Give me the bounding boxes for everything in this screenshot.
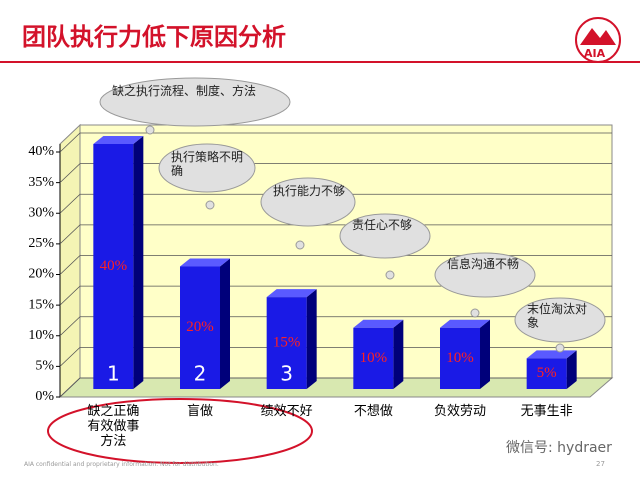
callout-text: 执行策略不明确: [171, 150, 244, 178]
bar: [180, 266, 220, 389]
y-tick-label: 30%: [28, 205, 54, 220]
bar-side: [306, 289, 317, 389]
grid-line: [59, 377, 612, 398]
x-tick-label: 缺之正确有效做事方法: [87, 404, 140, 449]
bar-side: [133, 136, 144, 389]
bar-top: [93, 136, 144, 144]
grid-line: [59, 285, 612, 306]
bar-side: [393, 319, 404, 389]
bar: [353, 327, 394, 389]
grid-line: [59, 346, 612, 367]
callout-cloud: [260, 177, 356, 227]
x-tick-label: 负效劳动: [433, 404, 486, 419]
value-label: 5%: [537, 365, 557, 381]
bar-top: [266, 289, 317, 298]
bar-top: [440, 319, 490, 328]
bar-side: [566, 350, 577, 389]
value-label: 20%: [186, 319, 214, 335]
grid-line: [59, 255, 612, 275]
bar-top: [180, 258, 230, 267]
bar-side: [480, 319, 490, 389]
highlight-circle: [47, 398, 313, 464]
value-label: 40%: [100, 258, 128, 274]
y-tick-label: 15%: [28, 297, 54, 312]
x-tick-label: 不想做: [353, 404, 393, 419]
side-wall: [59, 123, 81, 399]
bar-number: 2: [194, 362, 207, 386]
callout-bubble: [295, 240, 305, 250]
callout-text: 信息沟通不畅: [447, 257, 520, 271]
callout-bubble: [145, 125, 155, 135]
grid-line: [59, 193, 612, 214]
y-tick-label: 35%: [28, 175, 54, 190]
bar: [93, 144, 134, 389]
callout-cloud: [339, 213, 431, 259]
callout-cloud: [99, 77, 291, 127]
callout-bubble: [205, 200, 215, 210]
bar: [266, 297, 307, 389]
callout-text: 责任心不够: [352, 218, 413, 232]
callout-text: 末位淘汰对象: [527, 302, 588, 330]
logo-mark: [580, 28, 616, 45]
value-label: 10%: [446, 350, 474, 366]
callout-text: 缺之执行流程、制度、方法: [112, 84, 257, 98]
value-label: 10%: [360, 350, 388, 366]
bar-top: [353, 319, 404, 328]
grid-line: [59, 132, 612, 153]
x-tick-label: 绩效不好: [260, 404, 313, 419]
bar-top: [526, 350, 577, 359]
x-tick-label: 盲做: [186, 404, 213, 419]
y-tick-label: 20%: [28, 267, 54, 282]
chart-title: 团队执行力低下原因分析: [22, 23, 286, 51]
callout-bubble: [555, 343, 565, 353]
grid-line: [59, 224, 612, 245]
callout-text: 执行能力不够: [273, 184, 346, 198]
x-tick-label: 无事生非: [520, 404, 573, 419]
value-label: 15%: [273, 335, 301, 351]
y-tick-label: 40%: [28, 144, 54, 159]
footer: AIA confidential and proprietary informa…: [24, 461, 219, 468]
y-tick-label: 0%: [35, 389, 54, 404]
callout-cloud: [514, 297, 606, 343]
grid-line: [59, 316, 612, 337]
y-tick-label: 25%: [28, 236, 54, 251]
watermark: 微信号: hydraer: [506, 440, 612, 456]
bar-number: 3: [280, 362, 293, 386]
logo-text: AIA: [584, 47, 606, 60]
callout-bubble: [470, 308, 480, 318]
bar-side: [220, 258, 230, 389]
grid-line: [59, 163, 612, 183]
bar: [440, 327, 480, 389]
callout-cloud: [434, 252, 536, 298]
page-number: 27: [596, 460, 605, 468]
bar-number: 1: [107, 362, 120, 386]
callout-bubble: [385, 270, 395, 280]
y-tick-label: 5%: [35, 359, 54, 374]
y-tick-label: 10%: [28, 328, 54, 343]
callout-cloud: [158, 143, 256, 193]
bar: [526, 358, 567, 389]
